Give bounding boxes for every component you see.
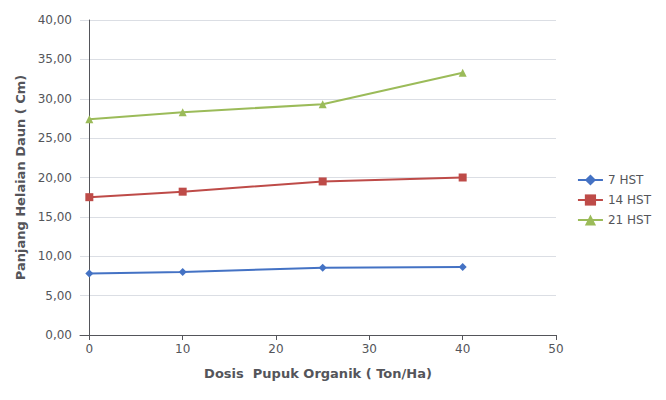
- svg-text:40: 40: [455, 342, 470, 356]
- svg-text:21 HST: 21 HST: [608, 213, 652, 227]
- svg-text:20: 20: [268, 342, 283, 356]
- svg-text:14 HST: 14 HST: [608, 193, 652, 207]
- svg-text:Dosis Pupuk Organik ( Ton/Ha): Dosis Pupuk Organik ( Ton/Ha): [204, 366, 432, 381]
- svg-text:10: 10: [175, 342, 190, 356]
- svg-text:25,00: 25,00: [38, 131, 72, 145]
- svg-text:5,00: 5,00: [45, 289, 72, 303]
- svg-text:40,00: 40,00: [38, 13, 72, 27]
- svg-text:7 HST: 7 HST: [608, 173, 644, 187]
- svg-text:30,00: 30,00: [38, 92, 72, 106]
- svg-text:50: 50: [548, 342, 563, 356]
- svg-text:0: 0: [86, 342, 94, 356]
- svg-text:20,00: 20,00: [38, 171, 72, 185]
- svg-text:15,00: 15,00: [38, 210, 72, 224]
- svg-text:0,00: 0,00: [45, 328, 72, 342]
- svg-text:Panjang Helaian Daun ( Cm): Panjang Helaian Daun ( Cm): [13, 75, 28, 281]
- svg-text:35,00: 35,00: [38, 52, 72, 66]
- svg-text:30: 30: [362, 342, 377, 356]
- svg-text:10,00: 10,00: [38, 249, 72, 263]
